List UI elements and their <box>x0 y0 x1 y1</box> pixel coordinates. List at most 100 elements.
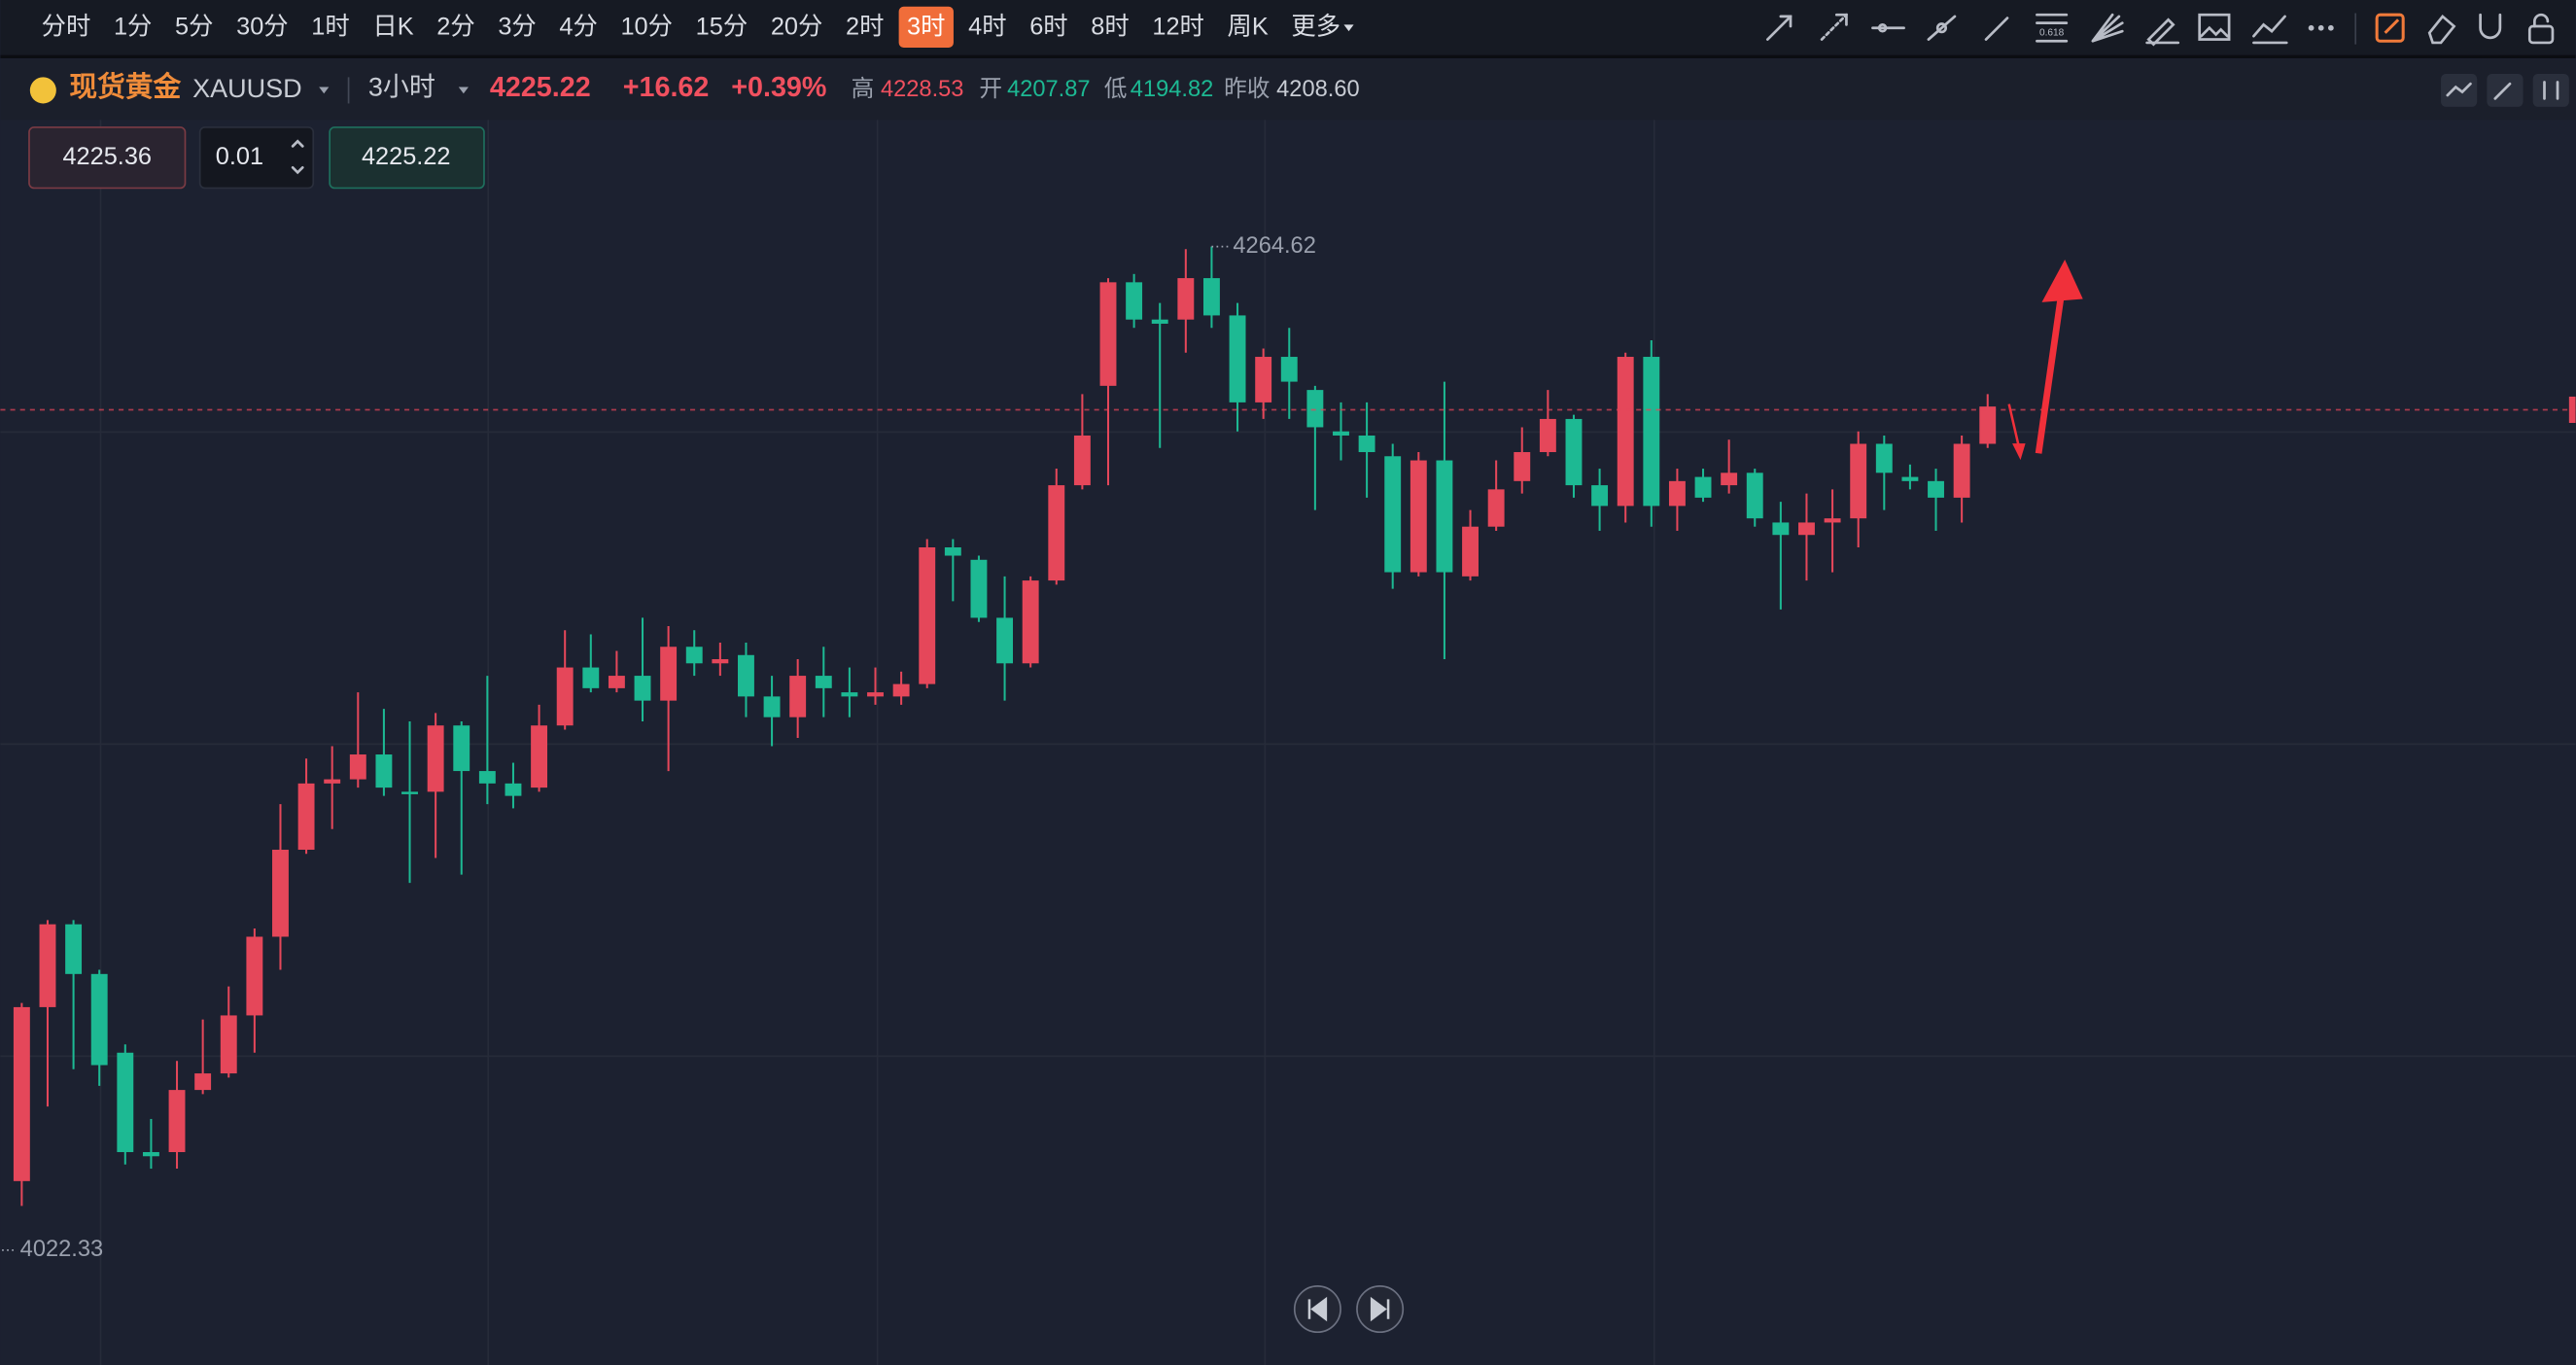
candle-body <box>841 692 858 697</box>
prev-close-label: 昨收 <box>1224 76 1270 102</box>
candle-body <box>970 559 988 618</box>
tool-indicator[interactable] <box>2252 15 2288 45</box>
tool-edit[interactable] <box>2375 13 2405 43</box>
candle-body <box>1875 443 1893 473</box>
lot-spinner[interactable] <box>291 139 304 175</box>
tool-segment[interactable] <box>1927 15 1957 41</box>
tool-lock[interactable] <box>2527 13 2555 45</box>
low-marker-label: 4022.33 <box>20 1237 103 1262</box>
candle-body <box>660 647 678 701</box>
period-tab[interactable]: 5分 <box>175 13 213 40</box>
lot-input[interactable] <box>198 126 315 190</box>
period-tab[interactable]: 1分 <box>114 13 152 40</box>
period-tab[interactable]: 4时 <box>968 13 1006 40</box>
arrow-shaft <box>2007 403 2021 447</box>
candlestick-chart: 4264.62 4022.33 <box>0 233 2576 1262</box>
candle-body <box>1022 580 1039 664</box>
candle-body <box>194 1073 212 1091</box>
period-tab[interactable]: 30分 <box>236 13 289 40</box>
candle-body <box>1617 357 1634 507</box>
candle-body <box>1979 406 1997 444</box>
gold-icon <box>29 77 56 104</box>
candle-body <box>1229 315 1246 402</box>
candle-body <box>1280 357 1298 382</box>
tool-eraser[interactable] <box>2427 14 2456 45</box>
candle-body <box>1539 418 1556 453</box>
period-tab[interactable]: 2分 <box>436 13 474 40</box>
candle-body <box>65 924 83 974</box>
period-tab[interactable]: 分时 <box>42 13 91 40</box>
next-icon <box>1370 1296 1390 1322</box>
period-tab[interactable]: 4分 <box>559 13 597 40</box>
period-tab[interactable]: 20分 <box>771 13 823 40</box>
candle-body <box>1694 476 1712 498</box>
candle-body <box>738 654 754 697</box>
candle-body <box>324 779 341 784</box>
period-tab[interactable]: 1时 <box>311 13 349 40</box>
candle-body <box>1462 526 1479 577</box>
toolbar <box>0 0 2576 56</box>
candle-body <box>349 754 366 780</box>
period-tab[interactable]: 12时 <box>1152 13 1204 40</box>
low-label: 低 <box>1104 76 1128 102</box>
candle-body <box>634 676 651 701</box>
tool-magnet[interactable] <box>2479 13 2502 40</box>
mode-icon <box>2493 82 2512 100</box>
candle-body <box>1901 476 1919 481</box>
tool-image[interactable] <box>2198 13 2231 41</box>
tool-brush[interactable] <box>1984 17 2009 41</box>
candle-body <box>582 667 600 688</box>
candle-body <box>13 1006 30 1181</box>
tool-extended[interactable] <box>1820 13 1848 41</box>
candle-body <box>1668 480 1686 507</box>
candle-body <box>1306 390 1324 428</box>
price-change-pct: +0.39% <box>731 72 826 103</box>
candle-body <box>1126 282 1143 320</box>
sell-button[interactable] <box>28 126 187 190</box>
tool-pen[interactable] <box>2145 18 2180 47</box>
playback <box>1293 1285 1405 1334</box>
mode-button[interactable] <box>2532 74 2569 107</box>
tool-more[interactable] <box>2308 24 2334 31</box>
period-tab[interactable]: 3分 <box>498 13 536 40</box>
candle-body <box>453 725 470 772</box>
period-tab[interactable]: 8时 <box>1091 13 1129 40</box>
candle-body <box>1591 485 1609 507</box>
interval[interactable]: 3小时 <box>368 72 435 101</box>
candle-body <box>39 924 56 1007</box>
mode-icon <box>2543 81 2559 100</box>
candle-body <box>168 1090 186 1153</box>
active-tab <box>898 6 954 48</box>
candle-body <box>1358 435 1375 453</box>
candle-body <box>272 850 289 937</box>
period-tab[interactable]: 6时 <box>1029 13 1067 40</box>
period-tab[interactable]: 15分 <box>696 13 748 40</box>
candle-body <box>763 696 781 718</box>
period-tab[interactable]: 2时 <box>846 13 884 40</box>
period-tab[interactable]: 周K <box>1228 13 1269 40</box>
candle-body <box>1721 472 1738 486</box>
tool-fib[interactable] <box>2036 13 2069 43</box>
period-tab[interactable]: 3时 <box>907 13 945 40</box>
tool-ray[interactable] <box>1765 15 1793 41</box>
drawing-tools: 0.618 <box>1765 13 2555 47</box>
buy-button[interactable] <box>329 126 485 190</box>
sell-price: 4225.36 <box>62 143 152 170</box>
period-tab[interactable]: 10分 <box>620 13 673 40</box>
candle-body <box>712 659 729 664</box>
instrument-symbol[interactable]: XAUUSD <box>192 74 302 103</box>
day-high: 4228.53 <box>881 77 963 102</box>
open-label: 开 <box>979 77 1002 102</box>
tool-hline[interactable] <box>1871 22 1905 33</box>
tool-fan[interactable] <box>2091 13 2124 43</box>
candle-body <box>1177 278 1195 320</box>
chart-mode-buttons <box>2441 74 2569 107</box>
candle-body <box>1151 319 1168 324</box>
prev-icon <box>1307 1296 1328 1322</box>
candle-body <box>1798 522 1815 536</box>
period-tab[interactable]: 更多 <box>1291 13 1340 40</box>
more-caret <box>1343 24 1354 32</box>
candle-body <box>531 725 548 788</box>
period-tab[interactable]: 日K <box>372 13 413 40</box>
